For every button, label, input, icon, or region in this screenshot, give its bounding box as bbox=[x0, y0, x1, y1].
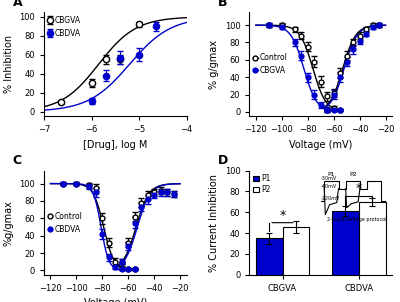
Text: B: B bbox=[218, 0, 228, 9]
Legend: Control, CBGVA: Control, CBGVA bbox=[253, 53, 288, 75]
X-axis label: Voltage (mV): Voltage (mV) bbox=[289, 140, 352, 150]
Y-axis label: % g/gmax: % g/gmax bbox=[209, 40, 219, 89]
X-axis label: Voltage (mV): Voltage (mV) bbox=[84, 298, 147, 302]
Text: *: * bbox=[280, 209, 286, 222]
Bar bbox=[256, 238, 282, 275]
Bar bbox=[282, 227, 309, 275]
Text: *: * bbox=[356, 182, 362, 194]
X-axis label: [Drug], log M: [Drug], log M bbox=[83, 140, 148, 150]
Legend: P1, P2: P1, P2 bbox=[253, 174, 271, 194]
Text: D: D bbox=[218, 154, 228, 167]
Bar bbox=[359, 202, 386, 275]
Y-axis label: %g/gmax: %g/gmax bbox=[4, 200, 14, 246]
Y-axis label: % Current Inhibition: % Current Inhibition bbox=[209, 174, 219, 272]
Legend: Control, CBDVA: Control, CBDVA bbox=[48, 212, 82, 234]
Text: C: C bbox=[13, 154, 22, 167]
Text: A: A bbox=[13, 0, 22, 9]
Y-axis label: % Inhibition: % Inhibition bbox=[4, 35, 14, 93]
Bar bbox=[332, 211, 359, 275]
Legend: CBGVA, CBDVA: CBGVA, CBDVA bbox=[48, 16, 81, 38]
